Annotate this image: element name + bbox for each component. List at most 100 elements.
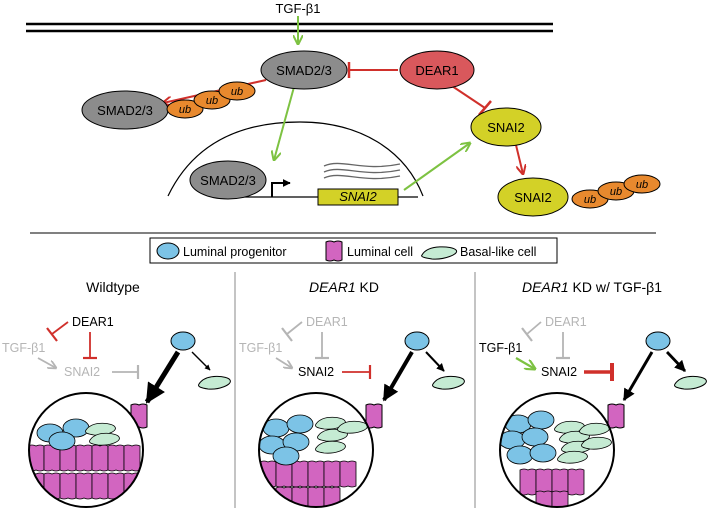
panel-title-rest: KD w/ TGF-β1 xyxy=(569,279,663,295)
arrow-to-luminal xyxy=(144,350,181,404)
progenitor-cell xyxy=(170,331,196,351)
luminal-cell xyxy=(535,490,553,507)
mrna-transcript-1 xyxy=(323,162,401,168)
cluster-outline xyxy=(258,392,374,508)
arrow-to-basal xyxy=(665,351,687,372)
ub-tag xyxy=(218,81,256,101)
luminal-cell xyxy=(59,472,77,500)
luminal-cell xyxy=(551,490,569,507)
luminal-cell xyxy=(291,460,309,488)
inhibit-dear1-tgf-bar xyxy=(46,327,58,342)
progenitor-cell xyxy=(645,331,671,351)
smad23-nuclear-node xyxy=(189,160,267,200)
ub-tag xyxy=(623,174,661,194)
panel-tgf-label: TGF-β1 xyxy=(239,341,282,355)
panel-title-rest: KD xyxy=(356,279,379,295)
panel-tgf-label: TGF-β1 xyxy=(2,341,45,355)
snai2-ub-chain: ub ub ub xyxy=(571,174,661,209)
inhibit-dear1-snai2-bar xyxy=(478,100,492,116)
panel-title: DEAR1 KD xyxy=(309,279,379,295)
snai2-ubiquitinated-node xyxy=(497,177,569,217)
luminal-cell xyxy=(259,460,277,488)
progenitor-cell xyxy=(272,446,300,466)
mammary-gland-cluster xyxy=(258,392,374,508)
panel-dear1-label: DEAR1 xyxy=(545,315,587,329)
ub-tag-label: ub xyxy=(231,86,243,98)
luminal-cell xyxy=(323,460,341,488)
arrow-to-basal xyxy=(191,351,211,371)
mammary-gland-cluster xyxy=(499,392,615,508)
basal-like-cell xyxy=(581,436,612,450)
panel-title-gene: DEAR1 xyxy=(309,279,356,295)
progenitor-cell xyxy=(48,431,76,451)
ub-tag-label: ub xyxy=(610,186,622,198)
panel-wildtype: Wildtype DEAR1 TGF-β1 SNAI2 xyxy=(2,279,231,508)
mrna-transcript-2 xyxy=(323,168,401,174)
panel-snai2-label: SNAI2 xyxy=(64,365,100,379)
snai2-gene-box xyxy=(317,188,399,206)
luminal-cell xyxy=(567,468,585,496)
mrna-transcript-3 xyxy=(323,174,401,180)
basal-like-cell xyxy=(337,420,368,434)
transcription-start-arrow xyxy=(271,179,291,197)
inhibit-dear1-tgf xyxy=(526,321,542,335)
arrow-tgf-snai2 xyxy=(275,357,292,368)
luminal-cell xyxy=(123,472,141,500)
snai2-gene-label: SNAI2 xyxy=(339,189,377,204)
snai2-cytoplasm-label: SNAI2 xyxy=(487,120,525,135)
progenitor-cell xyxy=(404,331,430,351)
progenitor-cell xyxy=(527,410,555,430)
luminal-cell xyxy=(307,486,325,507)
arrow-to-luminal xyxy=(382,350,414,402)
panel-title-gene: DEAR1 xyxy=(522,279,569,295)
arrow-tgf-snai2 xyxy=(37,357,56,368)
progenitor-cell xyxy=(529,443,557,463)
luminal-cell xyxy=(339,460,357,488)
smad23-ubiquitinated-label: SMAD2/3 xyxy=(97,103,153,118)
legend-basal-cell-label: Basal-like cell xyxy=(460,245,536,259)
mammary-gland-cluster xyxy=(28,392,144,508)
luminal-cell xyxy=(91,444,109,472)
legend-luminal-progenitor-swatch xyxy=(156,242,180,260)
inhibit-dear1-tgf xyxy=(286,321,303,335)
legend: Luminal progenitor Luminal cell Basal-li… xyxy=(149,237,558,264)
basal-like-cell xyxy=(432,375,465,390)
panel-dear1-kd: DEAR1 KD DEAR1 TGF-β1 SNAI2 xyxy=(239,279,465,508)
legend-box xyxy=(149,237,558,264)
basal-like-cell xyxy=(557,450,588,464)
luminal-cell xyxy=(75,444,93,472)
basal-like-cell xyxy=(89,432,120,446)
inhibit-dear1-snai2-line xyxy=(451,85,486,109)
luminal-cell xyxy=(607,403,625,429)
legend-basal-cell-swatch xyxy=(421,246,458,260)
ub-tag-label: ub xyxy=(206,95,218,107)
luminal-cell xyxy=(91,472,109,500)
arrow-tgf-snai2 xyxy=(515,357,535,369)
cluster-outline xyxy=(28,392,144,508)
panel-snai2-label: SNAI2 xyxy=(298,365,334,379)
smad23-cytoplasm-node xyxy=(260,50,348,90)
basal-like-cell xyxy=(579,422,610,436)
arrow-smad-to-nucleus xyxy=(274,86,295,160)
panel-title: DEAR1 KD w/ TGF-β1 xyxy=(522,279,662,295)
inhibit-dear1-tgf xyxy=(51,321,69,335)
progenitor-cell xyxy=(521,427,549,447)
snai2-cytoplasm-node xyxy=(470,107,542,147)
inhibit-dear1-tgf-bar xyxy=(281,327,293,342)
smad23-cytoplasm-label: SMAD2/3 xyxy=(276,63,332,78)
basal-like-cell xyxy=(674,375,707,390)
arrow-to-basal xyxy=(425,351,445,372)
dear1-node-label: DEAR1 xyxy=(415,63,458,78)
basal-like-cell xyxy=(198,375,231,390)
top-pathway: TGF-β1 SNAI2 SMAD2/3 DEAR1 SMAD2/3 ub xyxy=(26,1,661,217)
luminal-cell xyxy=(75,472,93,500)
arrow-to-luminal xyxy=(622,351,654,402)
panel-title: Wildtype xyxy=(86,279,140,295)
cluster-cells xyxy=(500,410,612,507)
snai2-ubiquitinated-label: SNAI2 xyxy=(514,190,552,205)
luminal-cell xyxy=(123,444,141,472)
progenitor-cell xyxy=(506,445,534,465)
smad-ub-chain: ub ub ub xyxy=(166,81,256,119)
progenitor-cell xyxy=(286,414,314,434)
